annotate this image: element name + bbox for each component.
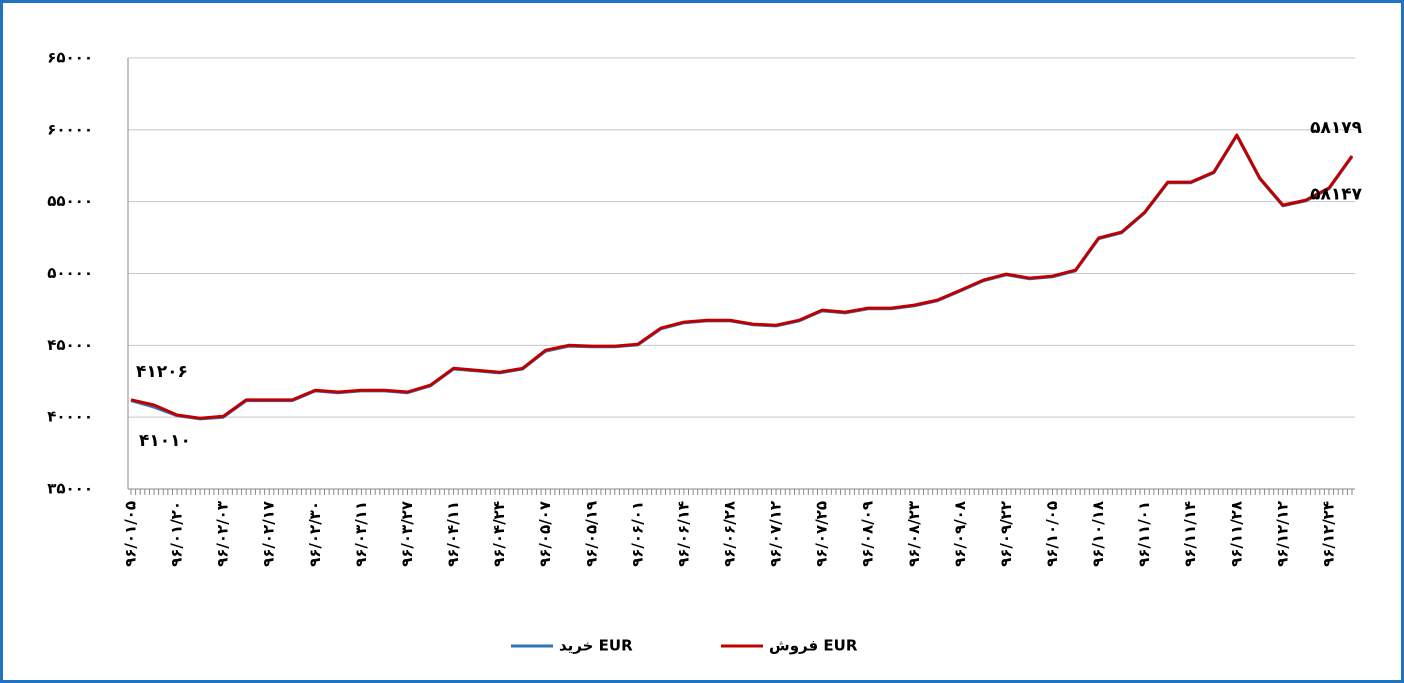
x-tick-label: ۹۶/۰۵/۰۷ — [536, 501, 554, 567]
x-tick-label: ۹۶/۱۱/۱۴ — [1181, 501, 1199, 567]
x-tick-label: ۹۶/۰۲/۰۳ — [214, 501, 232, 567]
x-tick-label: ۹۶/۰۶/۰۱ — [628, 501, 646, 567]
x-tick-label: ۹۶/۰۴/۲۴ — [490, 501, 508, 567]
y-tick-label: ۵۰۰۰۰ — [47, 264, 93, 282]
x-tick-label: ۹۶/۱۰/۱۸ — [1089, 501, 1107, 567]
annotation: ۵۸۱۷۹ — [1310, 118, 1363, 138]
chart: ۳۵۰۰۰ ۴۰۰۰۰ ۴۵۰۰۰ ۵۰۰۰۰ ۵۵۰۰۰ ۶۰۰۰۰ ۶۵۰۰۰ ۹۶/۰۱… — [47, 49, 1363, 655]
x-tick-label: ۹۶/۰۱/۲۰ — [168, 501, 186, 567]
x-tick-label: ۹۶/۰۵/۱۹ — [582, 501, 600, 567]
x-tick-label: ۹۶/۰۶/۱۴ — [674, 501, 692, 567]
x-tick-label: ۹۶/۰۴/۱۱ — [444, 501, 462, 567]
x-tick-label: ۹۶/۰۷/۲۵ — [813, 501, 831, 567]
x-tick-label: ۹۶/۰۷/۱۲ — [767, 501, 785, 567]
y-tick-label: ۴۰۰۰۰ — [47, 408, 93, 426]
x-tick-label: ۹۶/۱۱/۰۱ — [1135, 501, 1153, 567]
series-line — [130, 133, 1354, 420]
x-tick-label: ۹۶/۰۹/۲۲ — [997, 501, 1015, 567]
x-tick-label: ۹۶/۰۶/۲۸ — [720, 501, 738, 567]
y-tick-label: ۵۵۰۰۰ — [47, 192, 93, 210]
annotation: ۴۱۲۰۶ — [136, 362, 188, 382]
y-tick-label: ۶۰۰۰۰ — [47, 120, 93, 138]
x-tick-label: ۹۶/۰۱/۰۵ — [122, 501, 140, 567]
x-tick-label: ۹۶/۰۸/۰۹ — [859, 501, 877, 567]
series-line — [130, 134, 1354, 421]
x-tick-label: ۹۶/۰۲/۱۷ — [260, 501, 278, 567]
annotation: ۵۸۱۴۷ — [1310, 184, 1363, 204]
x-tick-label: ۹۶/۱۲/۲۴ — [1319, 501, 1337, 567]
y-tick-label: ۳۵۰۰۰ — [47, 480, 93, 498]
legend-label: فروش EUR — [769, 637, 858, 655]
x-tick-label: ۹۶/۰۲/۳۰ — [306, 501, 324, 567]
legend-label: خرید EUR — [559, 637, 633, 655]
x-tick-label: ۹۶/۰۳/۱۱ — [352, 501, 370, 567]
annotation: ۴۱۰۱۰ — [139, 431, 191, 451]
x-tick-label: ۹۶/۱۲/۱۲ — [1273, 501, 1291, 567]
x-tick-label: ۹۶/۱۱/۲۸ — [1227, 501, 1245, 567]
x-tick-label: ۹۶/۱۰/۰۵ — [1043, 501, 1061, 567]
x-tick-label: ۹۶/۰۹/۰۸ — [951, 501, 969, 567]
x-tick-label: ۹۶/۰۳/۲۷ — [398, 501, 416, 567]
y-tick-label: ۴۵۰۰۰ — [47, 336, 93, 354]
y-tick-label: ۶۵۰۰۰ — [47, 49, 93, 67]
x-tick-label: ۹۶/۰۸/۲۳ — [905, 501, 923, 567]
